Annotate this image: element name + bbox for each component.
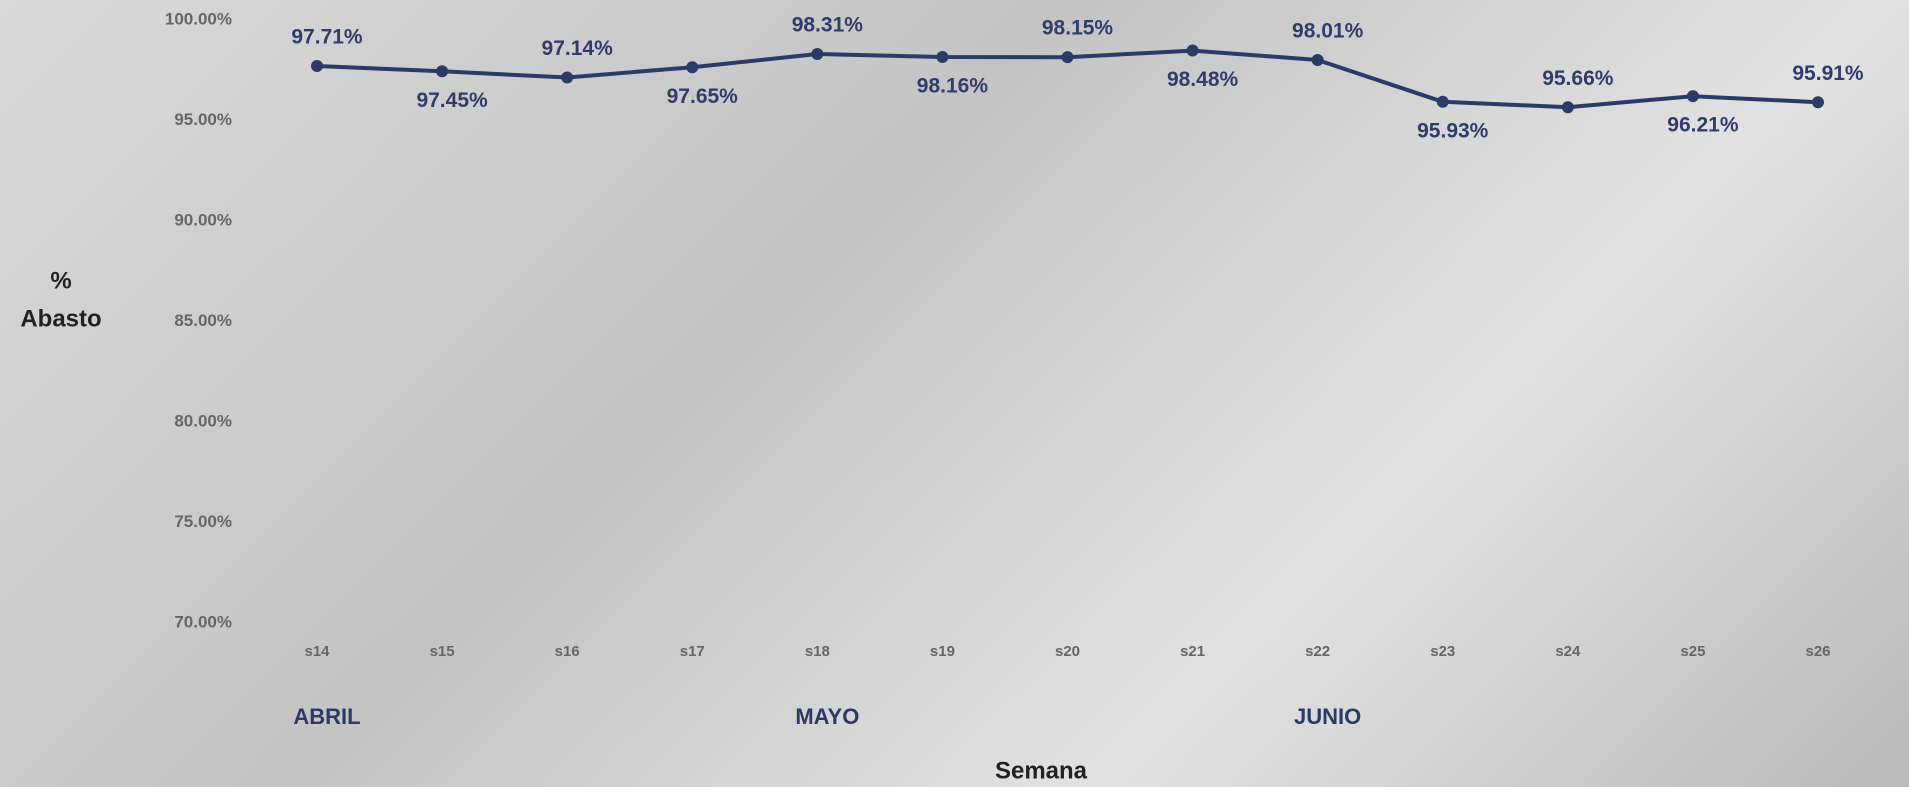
data-label: 96.21% [1667,114,1739,137]
x-tick-label: s18 [805,643,830,660]
data-label: 95.93% [1417,119,1489,142]
data-point [311,60,323,73]
x-tick-label: s26 [1805,643,1830,660]
data-label: 95.66% [1542,67,1614,90]
y-tick-label: 100.00% [165,9,232,28]
y-tick-label: 70.00% [174,612,232,631]
x-tick-label: s19 [930,643,955,660]
y-tick-label: 85.00% [174,311,232,330]
data-label: 98.01% [1292,20,1364,43]
y-axis-label: % [50,267,71,294]
data-point [561,71,574,84]
x-tick-label: s25 [1680,643,1705,660]
data-label: 97.14% [542,37,614,60]
data-label: 95.91% [1792,62,1864,85]
data-label: 98.15% [1042,17,1114,40]
data-point [1311,53,1324,66]
data-label: 98.48% [1167,68,1239,91]
x-tick-label: s16 [555,643,580,660]
month-label: ABRIL [293,704,360,729]
x-tick-label: s22 [1305,643,1330,660]
data-point [1812,96,1824,109]
x-tick-label: s17 [680,643,705,660]
x-tick-label: s24 [1555,643,1581,660]
data-point [1061,51,1074,64]
y-tick-label: 80.00% [174,411,232,430]
data-label: 98.31% [792,14,864,37]
data-point [436,65,449,78]
data-label: 97.71% [291,26,363,49]
data-point [686,61,699,74]
data-point [811,47,824,60]
data-point [1686,90,1699,103]
y-tick-label: 75.00% [174,512,232,531]
data-label: 97.65% [667,85,739,108]
x-tick-label: s21 [1180,643,1205,660]
x-tick-label: s15 [430,643,455,660]
data-label: 98.16% [917,75,989,98]
y-tick-label: 95.00% [174,110,232,129]
data-point [1561,101,1574,114]
data-point [1436,95,1449,108]
x-tick-label: s14 [304,643,330,660]
x-tick-label: s23 [1430,643,1455,660]
month-label: JUNIO [1294,704,1361,729]
data-label: 97.45% [416,89,488,112]
data-point [936,50,949,63]
y-tick-label: 90.00% [174,210,232,229]
y-axis-label: Abasto [20,305,101,332]
x-tick-label: s20 [1055,643,1080,660]
month-label: MAYO [795,704,859,729]
data-point [1186,44,1199,57]
x-axis-label: Semana [995,757,1088,784]
